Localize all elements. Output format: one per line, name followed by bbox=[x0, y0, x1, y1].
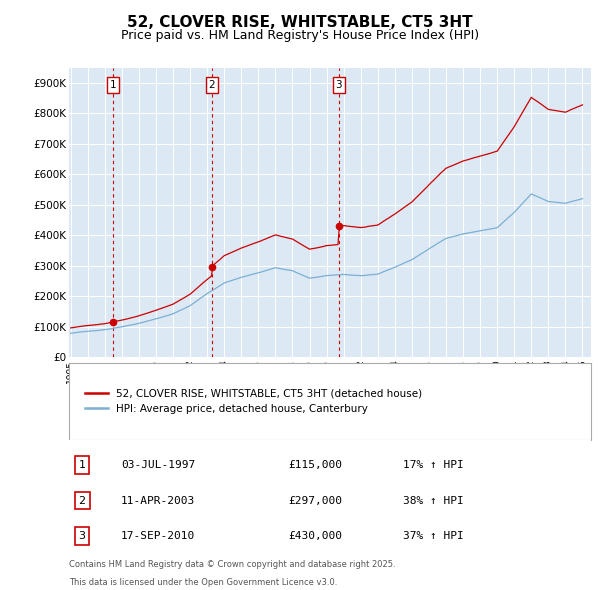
Text: 3: 3 bbox=[79, 531, 86, 541]
Text: 17% ↑ HPI: 17% ↑ HPI bbox=[403, 460, 464, 470]
Text: 52, CLOVER RISE, WHITSTABLE, CT5 3HT: 52, CLOVER RISE, WHITSTABLE, CT5 3HT bbox=[127, 15, 473, 30]
Text: 38% ↑ HPI: 38% ↑ HPI bbox=[403, 496, 464, 506]
Text: Contains HM Land Registry data © Crown copyright and database right 2025.: Contains HM Land Registry data © Crown c… bbox=[69, 560, 395, 569]
Text: 2: 2 bbox=[79, 496, 86, 506]
Text: 37% ↑ HPI: 37% ↑ HPI bbox=[403, 531, 464, 541]
Text: £297,000: £297,000 bbox=[288, 496, 342, 506]
Legend: 52, CLOVER RISE, WHITSTABLE, CT5 3HT (detached house), HPI: Average price, detac: 52, CLOVER RISE, WHITSTABLE, CT5 3HT (de… bbox=[79, 384, 427, 419]
Text: 03-JUL-1997: 03-JUL-1997 bbox=[121, 460, 196, 470]
Text: This data is licensed under the Open Government Licence v3.0.: This data is licensed under the Open Gov… bbox=[69, 578, 337, 586]
Text: £115,000: £115,000 bbox=[288, 460, 342, 470]
Text: Price paid vs. HM Land Registry's House Price Index (HPI): Price paid vs. HM Land Registry's House … bbox=[121, 30, 479, 42]
Text: 1: 1 bbox=[79, 460, 86, 470]
Text: 17-SEP-2010: 17-SEP-2010 bbox=[121, 531, 196, 541]
Text: 1: 1 bbox=[110, 80, 116, 90]
Text: 2: 2 bbox=[209, 80, 215, 90]
Text: £430,000: £430,000 bbox=[288, 531, 342, 541]
Text: 11-APR-2003: 11-APR-2003 bbox=[121, 496, 196, 506]
Text: 3: 3 bbox=[335, 80, 342, 90]
